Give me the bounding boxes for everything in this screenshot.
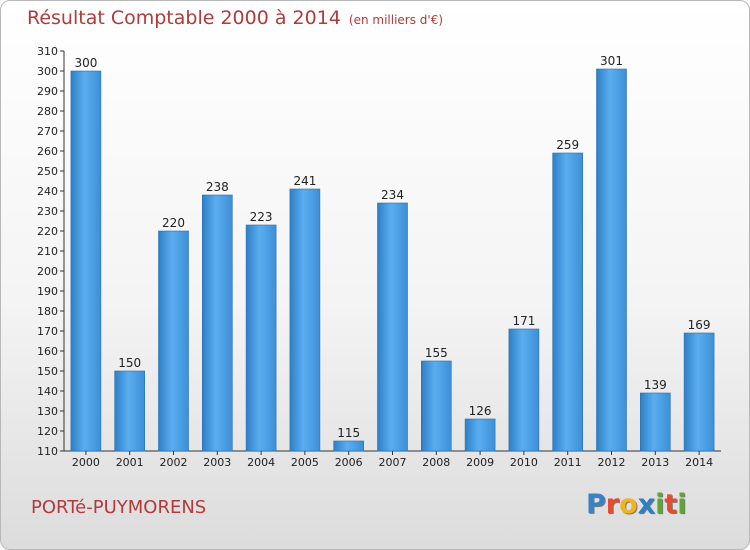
data-label-2008: 155 [425,346,448,360]
data-label-2012: 301 [600,54,623,68]
bar-2013 [639,392,671,452]
bar-2000 [70,70,102,452]
y-tick-label: 190 [37,285,58,298]
data-label-2013: 139 [644,378,667,392]
bar-2001 [114,370,145,452]
y-tick-label: 300 [37,65,58,78]
x-tick-label-2014: 2014 [685,456,713,469]
data-label-2003: 238 [206,180,229,194]
logo-letter: P [586,489,606,520]
data-label-2006: 115 [337,426,360,440]
y-tick-label: 260 [37,145,58,158]
y-tick-label: 310 [37,45,58,58]
bar-2008 [420,360,452,452]
x-tick-label-2007: 2007 [379,456,407,469]
bar-2014 [683,332,715,452]
logo-letter: o [619,489,638,520]
bar-2011 [552,152,584,452]
y-tick-label: 240 [37,185,58,198]
x-tick-label-2012: 2012 [598,456,626,469]
bar-2012 [596,68,627,452]
bar-2007 [377,202,408,452]
x-tick-label-2006: 2006 [335,456,363,469]
data-label-2001: 150 [118,356,141,370]
bar-2006 [333,440,365,452]
y-tick-label: 110 [37,445,58,458]
y-axis: 110 120 130 140 150 160 170 180 190 200 210 220 230 2… [37,45,65,458]
x-tick-label-2009: 2009 [466,456,494,469]
logo-letter: i [655,489,665,520]
x-tick-label-2008: 2008 [422,456,450,469]
title-block: Résultat Comptable 2000 à 2014 (en millie… [27,7,443,29]
bar-2004 [245,224,277,452]
bar-2009 [464,418,496,452]
x-tick-label-2005: 2005 [291,456,319,469]
data-label-2010: 171 [512,314,535,328]
logo-letter: r [605,489,620,520]
data-label-2014: 169 [688,318,711,332]
y-tick-label: 140 [37,385,58,398]
data-label-2011: 259 [556,138,579,152]
data-label-2009: 126 [469,404,492,418]
bar-2002 [158,230,189,452]
y-tick-label: 150 [37,365,58,378]
data-label-2004: 223 [250,210,273,224]
chart-title: Résultat Comptable 2000 à 2014 [27,7,341,29]
x-tick-label-2003: 2003 [203,456,231,469]
y-tick-label: 120 [37,425,58,438]
data-labels: 300 150 220 238 223 241 115 234 155 126 171 259 301 1… [74,54,710,440]
x-tick-label-2011: 2011 [554,456,582,469]
data-label-2000: 300 [74,56,97,70]
bars [70,68,715,452]
data-label-2007: 234 [381,188,404,202]
x-tick-label-2000: 2000 [72,456,100,469]
bar-2003 [202,194,233,452]
data-label-2002: 220 [162,216,185,230]
chart-subtitle: (en milliers d'€) [348,13,444,27]
y-tick-label: 270 [37,125,58,138]
logo-letter: i [677,489,687,520]
y-tick-label: 250 [37,165,58,178]
y-tick-label: 290 [37,85,58,98]
x-tick-label-2013: 2013 [641,456,669,469]
x-tick-label-2004: 2004 [247,456,275,469]
bar-2005 [289,188,321,452]
data-label-2005: 241 [293,174,316,188]
bar-2010 [508,328,540,452]
y-tick-label: 280 [37,105,58,118]
y-tick-label: 170 [37,325,58,338]
logo-letter: t [664,489,678,520]
x-tick-label-2001: 2001 [116,456,144,469]
x-tick-label-2002: 2002 [160,456,188,469]
location-name: PORTé-PUYMORENS [31,497,207,518]
y-tick-label: 160 [37,345,58,358]
y-tick-label: 210 [37,245,58,258]
logo-letter: x [637,489,656,520]
proxiti-logo[interactable]: Proxiti [586,489,687,520]
y-tick-label: 220 [37,225,58,238]
y-tick-label: 230 [37,205,58,218]
y-tick-label: 200 [37,265,58,278]
y-tick-label: 130 [37,405,58,418]
x-axis: 2000 2001 2002 2003 2004 2005 2006 2007 2008 2009… [64,450,721,469]
x-tick-label-2010: 2010 [510,456,538,469]
y-tick-label: 180 [37,305,58,318]
